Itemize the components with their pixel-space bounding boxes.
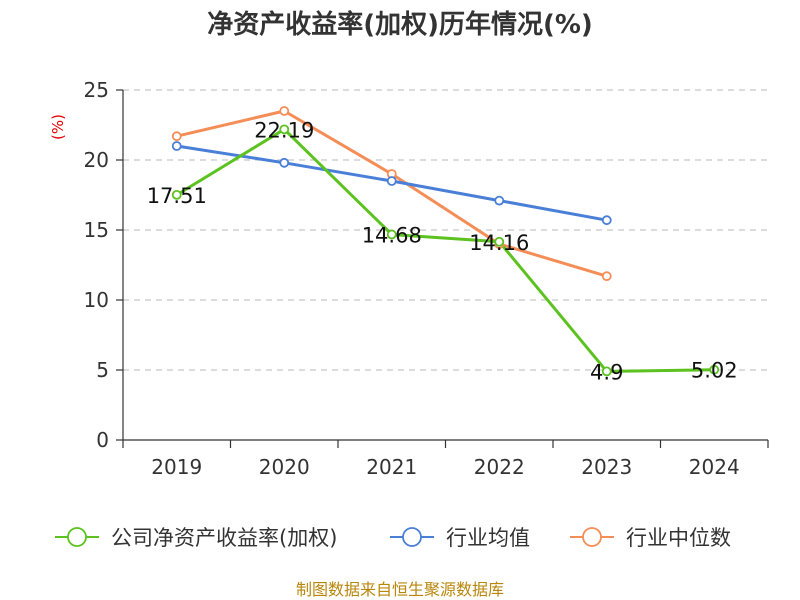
legend-label: 公司净资产收益率(加权)	[111, 526, 337, 550]
x-tick-label-2022: 2022	[474, 455, 525, 479]
data-source-note: 制图数据来自恒生聚源数据库	[296, 580, 504, 599]
x-tick-label-2023: 2023	[581, 455, 632, 479]
data-point	[494, 236, 505, 247]
axes: 0 5 10 15 20 25 2019 2020 2021 2022 2023 2024	[84, 78, 769, 479]
legend-item-2[interactable]: 行业中位数	[570, 526, 731, 550]
data-label: 14.68	[362, 223, 422, 247]
x-tick-label-2024: 2024	[689, 455, 740, 479]
data-point	[171, 131, 182, 142]
y-tick-label: 20	[84, 148, 109, 172]
series-line-0	[175, 127, 715, 373]
y-tick-label: 5	[96, 358, 109, 382]
data-point	[386, 229, 397, 240]
data-point	[386, 176, 397, 186]
series-points	[171, 106, 720, 377]
x-tick-label-2021: 2021	[366, 455, 417, 479]
legend-label: 行业均值	[446, 526, 530, 550]
legend-item-0[interactable]: 公司净资产收益率(加权)	[55, 526, 337, 550]
data-labels: 17.51 22.19 14.68 14.16 4.9 5.02	[147, 118, 738, 384]
legend-marker	[67, 527, 87, 547]
y-tick-label: 25	[84, 78, 109, 102]
legend-label: 行业中位数	[626, 526, 731, 550]
data-point	[279, 124, 290, 135]
data-label: 17.51	[147, 184, 207, 208]
data-point	[601, 271, 612, 282]
legend-marker	[582, 527, 602, 547]
y-tick-label: 15	[84, 218, 109, 242]
legend[interactable]: 公司净资产收益率(加权) 行业均值 行业中位数	[55, 526, 731, 550]
data-point	[171, 141, 182, 151]
y-axis-unit-label: (%)	[49, 114, 67, 140]
chart-title: 净资产收益率(加权)历年情况(%)	[207, 9, 593, 40]
data-label: 14.16	[469, 231, 529, 255]
y-tick-label: 10	[84, 288, 109, 312]
gridlines	[123, 89, 768, 371]
x-tick-label-2020: 2020	[259, 455, 310, 479]
x-tick-label-2019: 2019	[151, 455, 202, 479]
data-point	[709, 364, 720, 375]
data-point	[601, 215, 612, 226]
legend-marker	[402, 527, 422, 547]
data-point	[279, 157, 290, 168]
series-lines	[175, 109, 715, 373]
y-tick-label: 0	[96, 428, 109, 452]
data-label: 5.02	[691, 359, 738, 383]
data-label: 4.9	[590, 360, 623, 384]
data-point	[494, 195, 505, 206]
legend-item-1[interactable]: 行业均值	[390, 526, 530, 550]
data-label: 22.19	[254, 118, 314, 142]
data-point	[601, 366, 612, 377]
data-point	[279, 106, 290, 116]
series-line-2	[176, 109, 608, 278]
data-point	[171, 189, 182, 200]
